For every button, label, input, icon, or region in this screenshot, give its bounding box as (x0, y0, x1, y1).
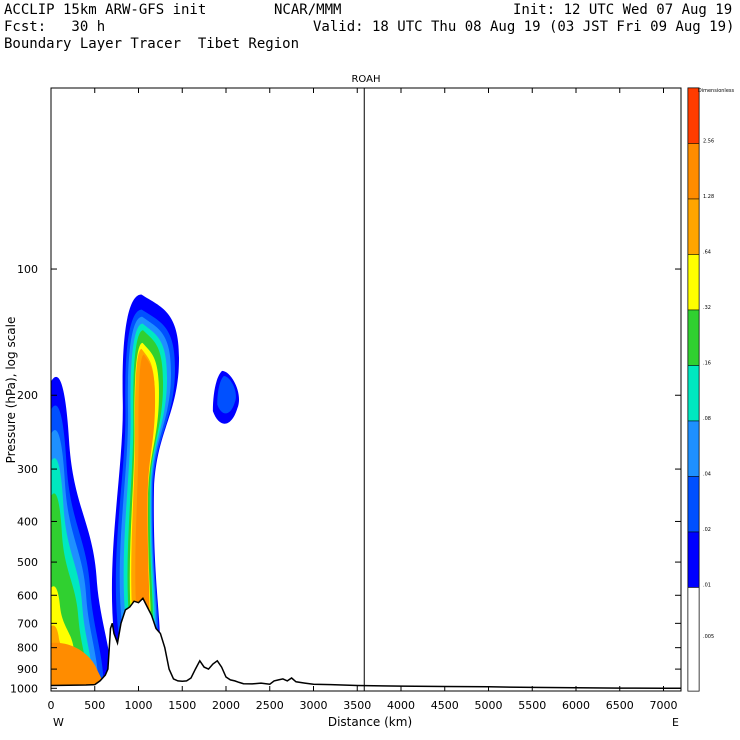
colorbar-label: .64 (703, 250, 711, 256)
y-axis-label: Pressure (hPa), log scale (4, 317, 18, 464)
colorbar-swatch (687, 87, 700, 144)
header-line1-right: Init: 12 UTC Wed 07 Aug 19 (513, 2, 733, 18)
x-tick-label: 7000 (650, 699, 678, 712)
tracer-contour (51, 642, 104, 686)
terrain-ground (51, 598, 681, 691)
x-tick-label: 2000 (212, 699, 240, 712)
y-tick-label: 900 (17, 663, 38, 676)
x-end-label-left: W (53, 716, 64, 729)
x-axis-label: Distance (km) (328, 715, 412, 729)
x-tick-label: 2500 (256, 699, 284, 712)
colorbar-title: Dimensionless (698, 88, 735, 94)
header-line3-left: Boundary Layer Tracer Tibet Region (4, 36, 300, 52)
colorbar-swatch (687, 476, 700, 533)
y-tick-label: 500 (17, 556, 38, 569)
x-axis: 0 500 1000 1500 2000 2500 3000 3500 4000 4500 5000… (48, 88, 678, 712)
colorbar-swatch (687, 365, 700, 422)
y-tick-label: 200 (17, 389, 38, 402)
colorbar-swatch (687, 198, 700, 255)
colorbar-label: .08 (703, 416, 711, 422)
x-tick-label: 4000 (387, 699, 415, 712)
colorbar-swatch (687, 254, 700, 311)
terrain-profile (51, 597, 681, 691)
header-line1-left: ACCLIP 15km ARW-GFS init (4, 2, 207, 18)
y-tick-label: 300 (17, 463, 38, 476)
header-line2-right: Valid: 18 UTC Thu 08 Aug 19 (03 JST Fri … (313, 19, 735, 35)
y-tick-label: 1000 (10, 682, 38, 695)
x-tick-label: 1500 (168, 699, 196, 712)
tracer-contour (217, 376, 236, 414)
header-line2-left: Fcst: 30 h (4, 19, 106, 35)
x-tick-label: 0 (48, 699, 55, 712)
x-tick-label: 6000 (562, 699, 590, 712)
colorbar-label: 2.56 (703, 139, 714, 145)
chart-title: ROAH (351, 74, 380, 85)
colorbar-swatch (687, 309, 700, 366)
x-tick-label: 1000 (125, 699, 153, 712)
header-line1-center: NCAR/MMM (274, 2, 342, 18)
colorbar: 2.56 1.28 .64 .32 .16 .08 .04 .02 .01 .005 (687, 87, 714, 692)
y-tick-label: 100 (17, 263, 38, 276)
colorbar-label: .01 (703, 583, 711, 589)
x-tick-label: 6500 (606, 699, 634, 712)
plot-frame (50, 87, 682, 692)
colorbar-label: .16 (703, 361, 711, 367)
colorbar-label: 1.28 (703, 194, 714, 200)
x-tick-label: 5500 (518, 699, 546, 712)
colorbar-swatch (687, 531, 700, 588)
x-tick-label: 3000 (300, 699, 328, 712)
tracer-contour (135, 354, 156, 613)
x-tick-label: 4500 (431, 699, 459, 712)
colorbar-swatch (687, 587, 700, 692)
x-tick-label: 500 (84, 699, 105, 712)
terrain-line (51, 597, 681, 690)
tracer-field (51, 294, 240, 686)
colorbar-label: .02 (703, 527, 711, 533)
x-tick-label: 3500 (343, 699, 371, 712)
colorbar-label: .005 (703, 634, 714, 640)
y-axis: 100 200 300 400 500 600 700 800 900 1000 (10, 263, 681, 695)
colorbar-swatch (687, 143, 700, 200)
colorbar-label: .32 (703, 305, 711, 311)
y-tick-label: 600 (17, 589, 38, 602)
y-tick-label: 800 (17, 642, 38, 655)
x-end-label-right: E (672, 716, 679, 729)
x-tick-label: 5000 (475, 699, 503, 712)
colorbar-label: .04 (703, 472, 711, 478)
y-tick-label: 700 (17, 617, 38, 630)
colorbar-swatch (687, 420, 700, 477)
y-tick-label: 400 (17, 515, 38, 528)
